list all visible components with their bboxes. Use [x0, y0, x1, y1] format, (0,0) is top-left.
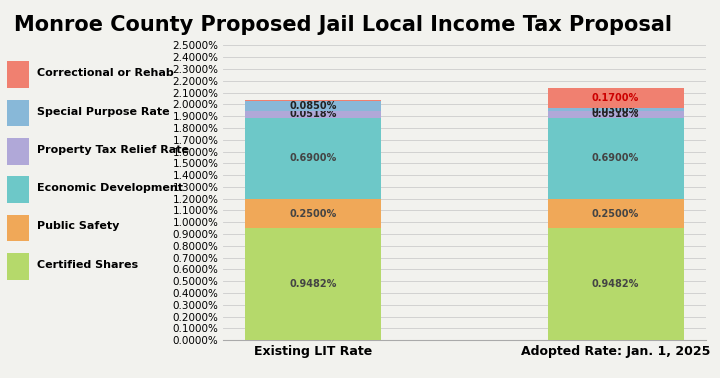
FancyBboxPatch shape — [7, 177, 29, 203]
FancyBboxPatch shape — [7, 253, 29, 280]
Bar — [548, 108, 684, 112]
FancyBboxPatch shape — [7, 61, 29, 88]
Text: Monroe County Proposed Jail Local Income Tax Proposal: Monroe County Proposed Jail Local Income… — [14, 15, 672, 35]
Bar — [245, 118, 381, 199]
Text: Public Safety: Public Safety — [37, 222, 120, 231]
Text: 0.0850%: 0.0850% — [289, 101, 337, 112]
FancyBboxPatch shape — [7, 215, 29, 241]
Bar — [245, 112, 381, 118]
Text: Special Purpose Rate: Special Purpose Rate — [37, 107, 170, 116]
Text: 0.6900%: 0.6900% — [592, 153, 639, 163]
Bar — [245, 101, 381, 112]
Bar — [245, 100, 381, 101]
Text: 0.2500%: 0.2500% — [289, 209, 337, 218]
Bar — [245, 228, 381, 340]
Text: Certified Shares: Certified Shares — [37, 260, 138, 270]
Text: 0.0518%: 0.0518% — [592, 110, 639, 119]
FancyBboxPatch shape — [7, 138, 29, 164]
Bar — [245, 199, 381, 228]
Bar — [548, 88, 684, 108]
Bar — [548, 118, 684, 199]
Text: 0.6900%: 0.6900% — [289, 153, 337, 163]
Text: 0.9482%: 0.9482% — [592, 279, 639, 289]
Text: 0.2500%: 0.2500% — [592, 209, 639, 218]
Text: 0.9482%: 0.9482% — [289, 279, 337, 289]
Text: Correctional or Rehab: Correctional or Rehab — [37, 68, 174, 78]
Bar — [548, 228, 684, 340]
FancyBboxPatch shape — [7, 100, 29, 126]
Text: 0.1700%: 0.1700% — [592, 93, 639, 103]
Bar — [548, 112, 684, 118]
Text: Property Tax Relief Rate: Property Tax Relief Rate — [37, 145, 189, 155]
Text: Economic Development: Economic Development — [37, 183, 184, 193]
Bar — [548, 199, 684, 228]
Text: 0.0518%: 0.0518% — [289, 110, 337, 119]
Text: 0.0300%: 0.0300% — [592, 105, 639, 115]
